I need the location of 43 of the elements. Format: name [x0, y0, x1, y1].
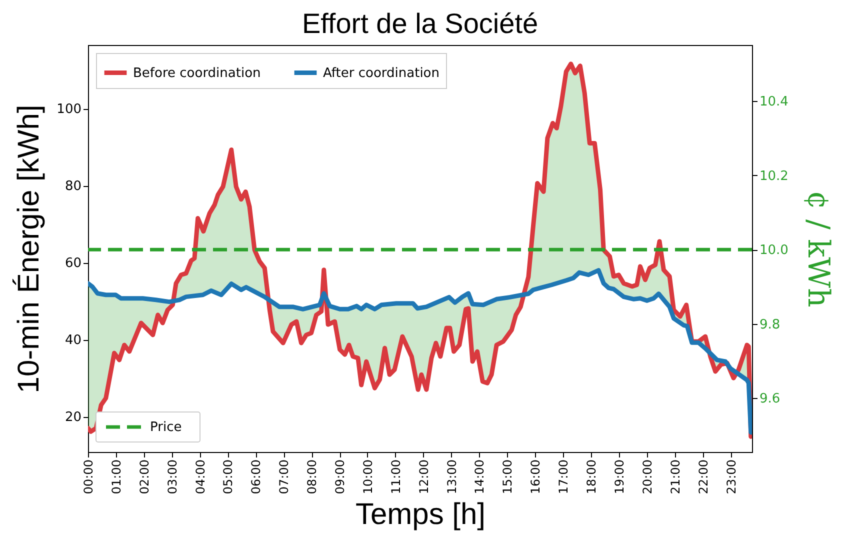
x-tick-label: 07:00 [277, 460, 292, 494]
y-tick-label: 40 [64, 333, 82, 348]
x-tick-label: 19:00 [612, 460, 626, 494]
y-axis-title: 10-min Énergie [kWh] [12, 104, 46, 394]
x-tick-label: 22:00 [696, 460, 710, 494]
x-tick-label: 09:00 [333, 460, 348, 494]
x-tick-label: 00:00 [82, 460, 96, 494]
x-tick-label: 14:00 [472, 460, 487, 494]
y-tick-label: 60 [64, 256, 82, 272]
x-tick-label: 10:00 [360, 460, 375, 494]
line-series [88, 268, 752, 435]
x-tick-label: 05:00 [221, 460, 236, 494]
y-tick-label: 100 [56, 102, 82, 118]
x-tick-label: 21:00 [668, 460, 682, 494]
x-tick-label: 02:00 [137, 460, 152, 494]
y2-tick-label: 10.0 [760, 243, 788, 258]
x-tick-label: 08:00 [305, 460, 320, 494]
legend-label: Price [150, 420, 182, 435]
x-tick-label: 17:00 [556, 460, 571, 494]
line-series [88, 62, 752, 439]
x-tick-label: 16:00 [528, 460, 543, 494]
x-tick-label: 04:00 [193, 460, 208, 494]
y2-tick-label: 10.2 [760, 168, 788, 184]
x-tick-label: 03:00 [165, 460, 180, 494]
x-tick-label: 23:00 [724, 460, 738, 494]
y2-axis-title: ¢ / kWh [800, 190, 836, 308]
x-tick-label: 06:00 [249, 460, 264, 494]
x-tick-label: 18:00 [584, 460, 599, 494]
chart-title: Effort de la Société [302, 8, 538, 39]
x-tick-label: 20:00 [640, 460, 654, 494]
y-tick-label: 20 [64, 410, 82, 426]
x-tick-label: 12:00 [416, 460, 431, 494]
y2-tick-label: 9.8 [760, 317, 780, 332]
y2-tick-label: 9.6 [760, 392, 780, 407]
x-axis-title: Temps [h] [355, 498, 486, 532]
legend-label: Before coordination [133, 66, 261, 81]
y2-tick-label: 10.4 [760, 94, 788, 110]
x-tick-label: 01:00 [109, 460, 124, 494]
x-tick-label: 15:00 [500, 460, 515, 494]
x-tick-label: 13:00 [444, 460, 459, 494]
y-tick-label: 80 [64, 179, 82, 194]
legend-label: After coordination [323, 66, 440, 81]
x-tick-label: 11:00 [388, 460, 403, 494]
